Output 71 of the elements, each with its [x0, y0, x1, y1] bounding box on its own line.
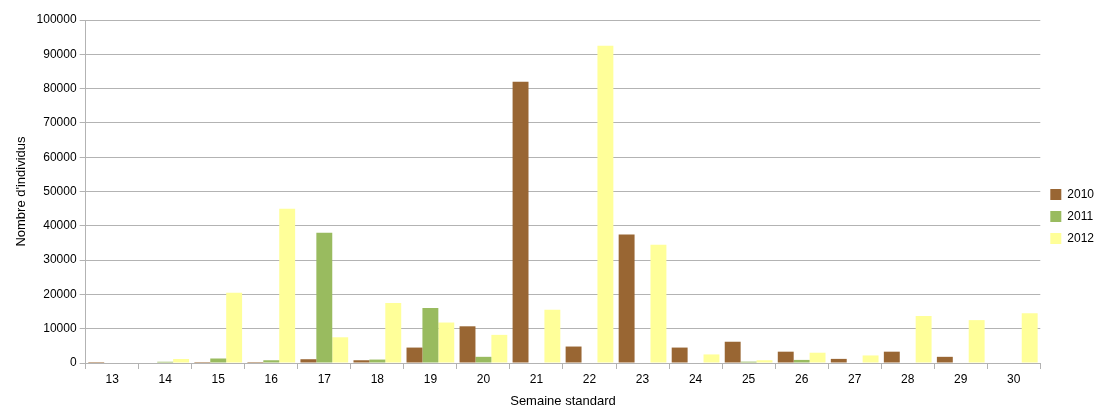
bar — [459, 326, 476, 363]
bar — [936, 356, 953, 363]
y-tick-label: 40000 — [43, 218, 77, 233]
bar — [491, 334, 508, 363]
x-tick-label: 24 — [688, 371, 703, 386]
x-tick-label: 16 — [264, 371, 279, 386]
y-tick-label: 0 — [69, 355, 77, 370]
legend-label: 2011 — [1067, 208, 1094, 223]
x-tick-label: 14 — [158, 371, 173, 386]
x-tick-label: 26 — [794, 371, 809, 386]
bar — [671, 347, 688, 363]
bar — [512, 81, 529, 363]
y-tick-label: 20000 — [43, 286, 77, 301]
x-tick-label: 28 — [901, 371, 915, 386]
bar — [406, 347, 423, 363]
bar — [968, 320, 985, 363]
bar — [756, 360, 773, 363]
bar — [422, 308, 439, 363]
y-tick-label: 90000 — [43, 46, 77, 61]
x-tick-label: 21 — [529, 371, 544, 386]
y-tick-label: 70000 — [43, 115, 77, 130]
y-tick-label: 100000 — [36, 12, 77, 27]
bar — [597, 45, 614, 363]
bar — [915, 316, 932, 363]
x-tick-label: 13 — [105, 371, 120, 386]
bar — [544, 309, 561, 363]
bar — [724, 341, 741, 363]
bar — [316, 232, 333, 363]
bar — [793, 359, 810, 363]
x-tick-label: 17 — [317, 371, 332, 386]
bar — [703, 354, 720, 363]
x-tick-label: 15 — [211, 371, 226, 386]
bar — [862, 355, 879, 363]
bar — [300, 359, 317, 363]
bar — [263, 360, 280, 363]
x-tick-label: 22 — [582, 371, 597, 386]
bar — [438, 322, 455, 363]
bar — [830, 358, 847, 363]
bar — [226, 292, 243, 363]
x-tick-label: 19 — [423, 371, 438, 386]
x-tick-label: 30 — [1007, 371, 1021, 386]
x-tick-label: 20 — [476, 371, 491, 386]
x-tick-label: 18 — [370, 371, 385, 386]
y-tick-label: 80000 — [43, 80, 77, 95]
x-tick-label: 23 — [635, 371, 650, 386]
bar — [210, 358, 227, 363]
y-tick-label: 60000 — [43, 149, 77, 164]
bar — [809, 352, 826, 363]
x-tick-label: 29 — [954, 371, 968, 386]
bar — [385, 302, 402, 363]
bar — [369, 359, 386, 363]
x-tick-label: 25 — [741, 371, 756, 386]
legend-label: 2010 — [1067, 186, 1095, 201]
x-axis-title: Semaine standard — [510, 392, 616, 408]
y-tick-label: 30000 — [43, 252, 77, 267]
bar — [650, 244, 667, 363]
y-axis-title: Nombre d'individus — [13, 135, 29, 247]
bar — [332, 337, 349, 363]
x-tick-label: 27 — [848, 371, 862, 386]
y-tick-label: 50000 — [43, 183, 77, 198]
bar — [565, 346, 582, 363]
bar — [1021, 313, 1038, 363]
bar — [173, 358, 190, 363]
bar — [353, 360, 370, 363]
legend-label: 2012 — [1067, 230, 1095, 245]
bar — [618, 234, 635, 363]
bar — [777, 351, 794, 363]
bar — [279, 208, 296, 363]
y-tick-label: 10000 — [43, 321, 77, 336]
bar — [883, 351, 900, 363]
bar — [475, 356, 492, 363]
